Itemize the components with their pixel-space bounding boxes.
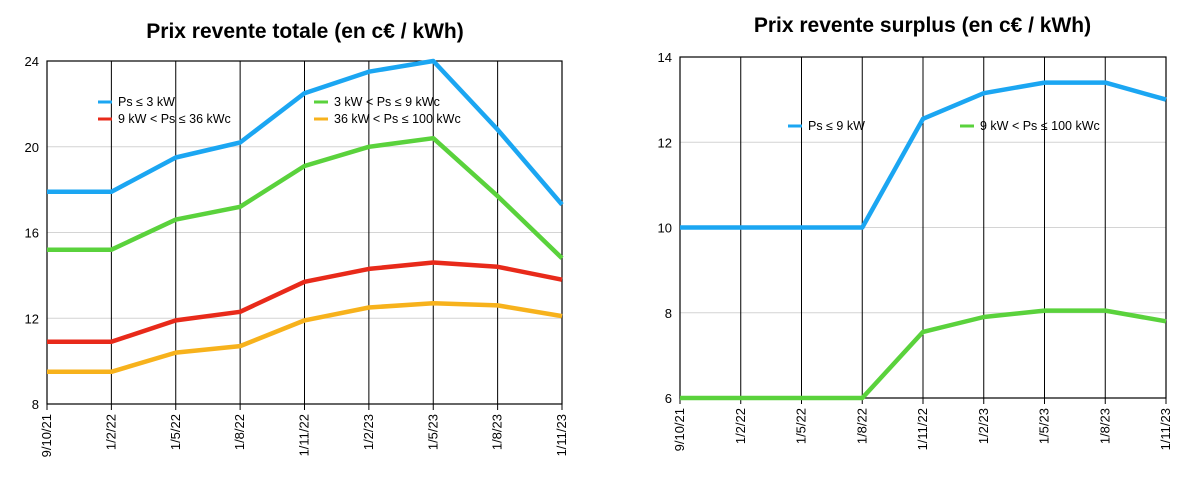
x-tick-label: 1/2/22: [103, 414, 118, 450]
chart-title: Prix revente surplus (en c€ / kWh): [753, 14, 1092, 37]
chart-plot: 8 12 16 20 24 9/10/21 1/2/22 1/5/22 1/8/22 1/11/2…: [25, 54, 569, 457]
x-tick-label: 1/8/22: [232, 414, 247, 450]
x-tick-label: 1/2/23: [976, 408, 991, 444]
y-tick-label: 24: [25, 54, 39, 69]
x-tick-label: 1/2/22: [733, 408, 748, 444]
series-line: [680, 308, 1167, 401]
legend-label: 9 kW < Ps ≤ 100 kWc: [980, 119, 1100, 133]
series-line: [47, 300, 563, 375]
y-tick-label: 14: [658, 50, 672, 65]
chart-title: Prix revente totale (en c€ / kWh): [146, 20, 464, 43]
x-tick-label: 9/10/21: [672, 408, 687, 451]
y-tick-label: 12: [25, 311, 39, 326]
legend-label: Ps ≤ 9 kW: [808, 119, 865, 133]
series-line: [47, 135, 564, 260]
chart-plot: 6 8 10 12 14 9/10/21 1/2/22 1/5/22 1/8/22 1/11/22…: [658, 50, 1173, 451]
x-tick-label: 1/11/22: [297, 414, 312, 456]
series-line: [47, 260, 563, 345]
plot-frame: [46, 60, 563, 405]
x-tick-label: 1/8/23: [490, 414, 505, 450]
x-tick-label: 1/5/22: [168, 414, 183, 450]
chart-surplus-resale: Prix revente surplus (en c€ / kWh) 6 8 10 1…: [600, 0, 1200, 482]
x-tick-label: 1/2/23: [361, 414, 376, 450]
x-tick-label: 1/5/22: [794, 408, 809, 444]
x-tick-label: 1/8/22: [854, 408, 869, 444]
legend-label: 3 kW < Ps ≤ 9 kWc: [334, 95, 440, 109]
y-tick-label: 6: [665, 391, 672, 406]
y-tick-label: 8: [32, 397, 39, 412]
x-tick-label: 1/11/23: [1158, 408, 1173, 450]
series-line: [47, 58, 564, 207]
y-tick-label: 10: [658, 221, 672, 236]
legend-label: Ps ≤ 3 kW: [118, 95, 175, 109]
y-tick-label: 20: [25, 140, 39, 155]
x-tick-label: 1/5/23: [425, 414, 440, 450]
legend-label: 9 kW < Ps ≤ 36 kWc: [118, 112, 231, 126]
y-tick-label: 12: [658, 135, 672, 150]
x-tick-label: 9/10/21: [39, 414, 54, 457]
x-tick-label: 1/8/23: [1097, 408, 1112, 444]
x-tick-label: 1/11/23: [554, 414, 569, 456]
chart-total-resale: Prix revente totale (en c€ / kWh) 8 12 16 2…: [25, 20, 569, 457]
x-tick-label: 1/11/22: [915, 408, 930, 450]
y-tick-label: 8: [665, 306, 672, 321]
legend-label: 36 kW < Ps ≤ 100 kWc: [334, 112, 461, 126]
x-tick-label: 1/5/23: [1037, 408, 1052, 444]
series-line: [680, 80, 1167, 230]
y-tick-label: 16: [25, 226, 39, 241]
